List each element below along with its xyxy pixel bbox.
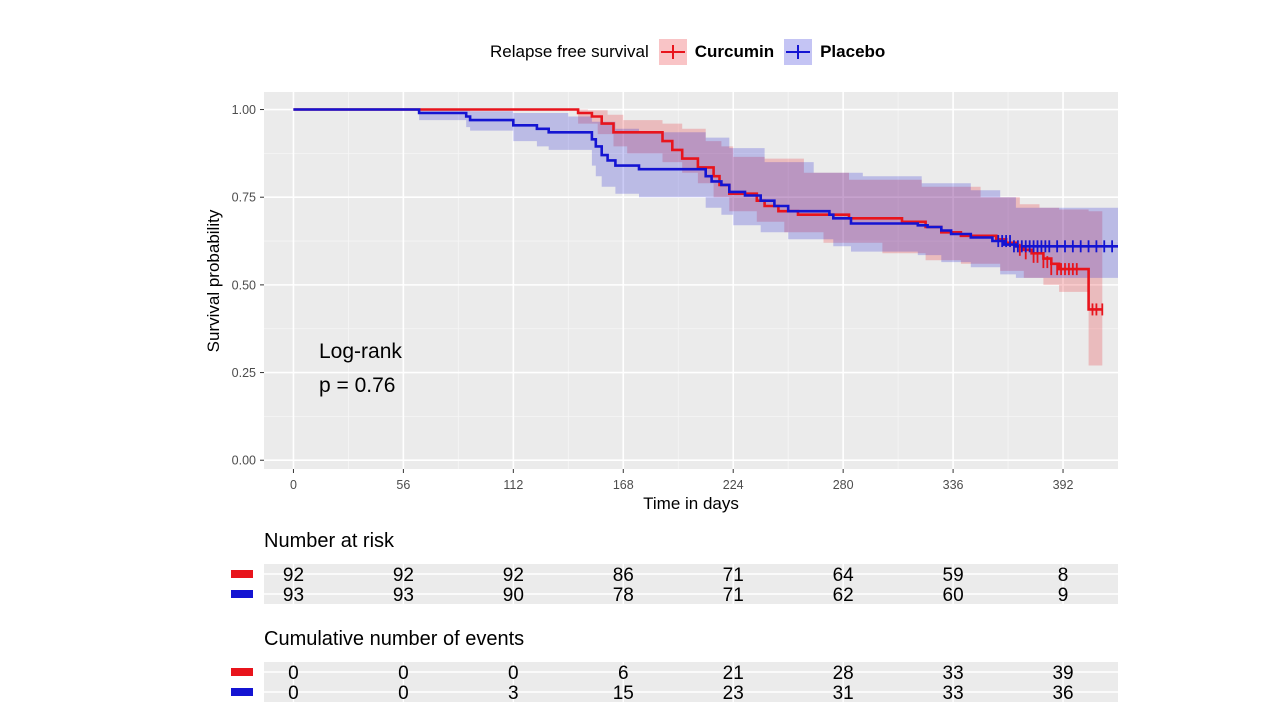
risk-table: 92 92 92 86 71 64 59 8 93 93 90 78 71 62 60 9 [231, 564, 1118, 606]
grid-major [264, 92, 1118, 469]
table-value: 62 [833, 585, 854, 606]
x-axis-label: Time in days [643, 494, 739, 513]
x-tick-label: 112 [503, 478, 523, 492]
y-tick-label: 0.00 [232, 454, 256, 468]
y-tick-label: 1.00 [232, 103, 256, 117]
table-value: 92 [393, 565, 414, 586]
legend-label-curcumin: Curcumin [694, 42, 775, 61]
table-value: 92 [503, 565, 524, 586]
table-value: 23 [723, 683, 744, 704]
row-color-key-curcumin [231, 570, 253, 578]
y-tick-label: 0.50 [232, 278, 256, 292]
curve-placebo [293, 108, 1118, 248]
table-value: 0 [398, 683, 409, 704]
y-axis-label: Survival probability [204, 209, 223, 352]
table-value: 59 [943, 565, 964, 586]
legend-title: Relapse free survival [490, 42, 649, 61]
legend-label-placebo: Placebo [820, 42, 886, 61]
x-axis: 0 56 112 168 224 280 336 392 [290, 469, 1074, 492]
table-value: 39 [1052, 663, 1073, 684]
x-tick-label: 392 [1053, 478, 1074, 492]
table-value: 15 [613, 683, 634, 704]
table-value: 21 [723, 663, 744, 684]
table-value: 78 [613, 585, 634, 606]
x-tick-label: 0 [290, 478, 297, 492]
table-value: 71 [723, 585, 744, 606]
table-value: 71 [723, 565, 744, 586]
table-value: 6 [618, 663, 629, 684]
table-value: 93 [393, 585, 414, 606]
y-tick-label: 0.75 [232, 191, 256, 205]
table-value: 0 [288, 683, 299, 704]
events-table-title: Cumulative number of events [264, 628, 524, 650]
table-value: 9 [1058, 585, 1069, 606]
table-value: 36 [1052, 683, 1073, 704]
table-value: 93 [283, 585, 304, 606]
table-value: 31 [833, 683, 854, 704]
table-value: 92 [283, 565, 304, 586]
chart-legend: Relapse free survival Curcumin Placebo [490, 38, 895, 66]
table-value: 64 [833, 565, 855, 586]
ci-band-placebo [293, 109, 1118, 278]
x-tick-label: 168 [613, 478, 634, 492]
plot-panel [264, 92, 1118, 469]
x-tick-label: 336 [943, 478, 964, 492]
annotation-line2: p = 0.76 [319, 374, 395, 397]
table-value: 0 [288, 663, 299, 684]
x-tick-label: 224 [723, 478, 744, 492]
table-value: 60 [943, 585, 964, 606]
legend-key-placebo [784, 39, 813, 65]
row-color-key-placebo [231, 688, 253, 696]
grid-minor [264, 92, 1118, 469]
table-value: 33 [943, 663, 964, 684]
table-value: 90 [503, 585, 524, 606]
row-color-key-curcumin [231, 668, 253, 676]
curve-curcumin [293, 108, 1103, 311]
table-value: 0 [398, 663, 409, 684]
x-tick-label: 56 [396, 478, 410, 492]
table-value: 3 [508, 683, 519, 704]
table-value: 0 [508, 663, 519, 684]
table-value: 33 [943, 683, 964, 704]
table-panel [264, 662, 1118, 702]
survival-curves [293, 108, 1118, 311]
table-value: 28 [833, 663, 854, 684]
y-tick-label: 0.25 [232, 366, 256, 380]
annotation-line1: Log-rank [319, 340, 402, 363]
legend-key-curcumin [658, 39, 687, 65]
row-color-key-placebo [231, 590, 253, 598]
table-panel [264, 564, 1118, 604]
table-value: 8 [1058, 565, 1069, 586]
censor-marks [997, 235, 1114, 316]
x-tick-label: 280 [833, 478, 854, 492]
events-table: 0 0 0 6 21 28 33 390 0 3 15 23 31 33 36 [231, 662, 1118, 704]
y-axis: 0.00 0.25 0.50 0.75 1.00 [232, 103, 264, 468]
table-value: 86 [613, 565, 634, 586]
risk-table-title: Number at risk [264, 530, 395, 552]
